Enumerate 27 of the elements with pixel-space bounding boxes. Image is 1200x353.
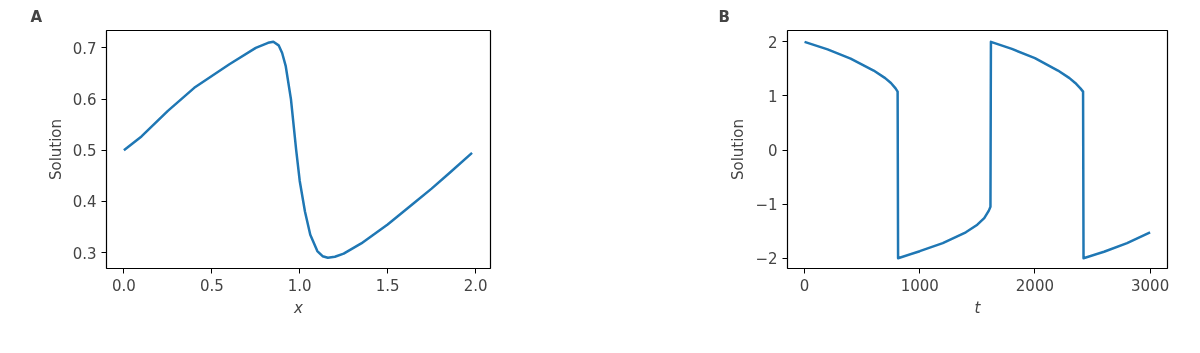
x-axis-title: t bbox=[974, 298, 982, 317]
y-tick-label: 1 bbox=[767, 87, 778, 106]
x-tick-label: 3000 bbox=[1131, 276, 1170, 295]
y-tick-label: 0.4 bbox=[72, 193, 97, 212]
y-tick-label: 0.5 bbox=[72, 142, 97, 161]
y-axis-title: Solution bbox=[729, 118, 748, 181]
y-tick-label: 2 bbox=[767, 33, 778, 52]
x-axis-title: x bbox=[293, 298, 304, 317]
y-tick-label: 0.6 bbox=[72, 91, 97, 110]
y-tick-label: 0.7 bbox=[72, 39, 97, 58]
chart-title: A bbox=[30, 7, 43, 26]
x-tick-label: 2000 bbox=[1015, 276, 1055, 295]
x-tick-label: 1.5 bbox=[375, 276, 400, 295]
y-axis-title: Solution bbox=[46, 118, 65, 181]
line-series bbox=[803, 40, 1152, 260]
y-tick-label: 0.3 bbox=[72, 244, 97, 263]
x-tick-label: 0.0 bbox=[111, 276, 136, 295]
x-tick-label: 1000 bbox=[900, 276, 939, 295]
x-tick-label: 0 bbox=[799, 276, 810, 295]
y-tick-label: 0 bbox=[767, 142, 778, 161]
y-tick-label: −2 bbox=[755, 250, 778, 269]
x-tick-label: 0.5 bbox=[199, 276, 224, 295]
chart-title: B bbox=[718, 7, 730, 26]
x-tick-label: 2.0 bbox=[463, 276, 488, 295]
y-tick-label: −1 bbox=[755, 196, 778, 215]
x-tick-label: 1.0 bbox=[287, 276, 312, 295]
line-series bbox=[122, 40, 474, 259]
